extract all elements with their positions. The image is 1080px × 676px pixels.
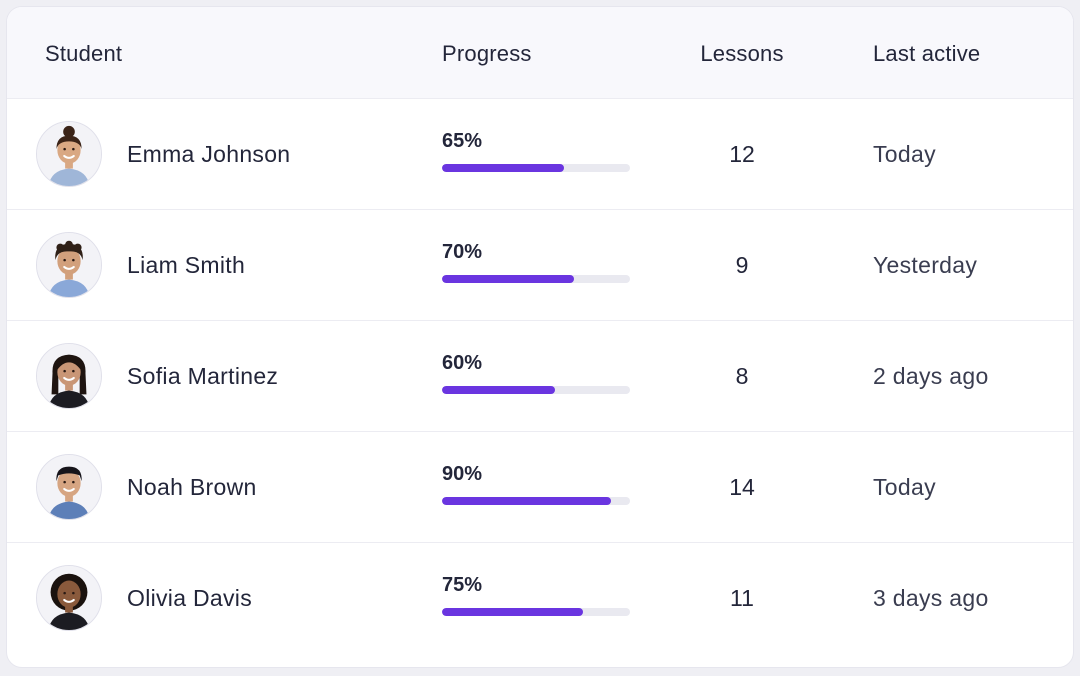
progress-bar-fill bbox=[442, 608, 583, 616]
header-student[interactable]: Student bbox=[45, 41, 123, 66]
last-active: 3 days ago bbox=[873, 585, 989, 611]
student-name[interactable]: Emma Johnson bbox=[127, 141, 291, 167]
student-name[interactable]: Olivia Davis bbox=[127, 585, 253, 611]
progress-bar bbox=[442, 497, 630, 505]
lessons-count: 12 bbox=[729, 141, 755, 167]
avatar bbox=[36, 121, 102, 187]
lessons-count: 8 bbox=[735, 363, 749, 389]
header-last-active[interactable]: Last active bbox=[873, 41, 981, 66]
progress-bar-fill bbox=[442, 497, 612, 505]
table-row[interactable]: Olivia Davis 75% 11 3 days ago bbox=[7, 543, 1073, 654]
table-header: Student Progress Lessons Last active bbox=[7, 7, 1073, 99]
header-progress[interactable]: Progress bbox=[442, 41, 532, 66]
progress-bar bbox=[442, 164, 630, 172]
lessons-count: 11 bbox=[730, 585, 754, 611]
student-name[interactable]: Noah Brown bbox=[127, 474, 257, 500]
progress-percent: 60% bbox=[442, 352, 483, 374]
lessons-count: 9 bbox=[735, 252, 749, 278]
last-active: Today bbox=[873, 474, 936, 500]
progress-bar bbox=[442, 275, 630, 283]
progress-bar bbox=[442, 386, 630, 394]
students-table: Student Progress Lessons Last active Emm… bbox=[6, 6, 1074, 668]
progress-percent: 65% bbox=[442, 130, 483, 152]
header-lessons[interactable]: Lessons bbox=[700, 41, 784, 66]
progress-percent: 75% bbox=[442, 574, 483, 596]
progress-bar-fill bbox=[442, 164, 565, 172]
table-row[interactable]: Noah Brown 90% 14 Today bbox=[7, 432, 1073, 543]
last-active: Today bbox=[873, 141, 936, 167]
avatar bbox=[36, 232, 102, 298]
student-name[interactable]: Liam Smith bbox=[127, 252, 246, 278]
avatar bbox=[36, 454, 102, 520]
table-row[interactable]: Emma Johnson 65% 12 Today bbox=[7, 99, 1073, 210]
progress-bar bbox=[442, 608, 630, 616]
last-active: Yesterday bbox=[873, 252, 978, 278]
progress-bar-fill bbox=[442, 275, 574, 283]
lessons-count: 14 bbox=[729, 474, 755, 500]
avatar bbox=[36, 565, 102, 631]
table-row[interactable]: Sofia Martinez 60% 8 2 days ago bbox=[7, 321, 1073, 432]
progress-percent: 90% bbox=[442, 463, 483, 485]
table-body: Emma Johnson 65% 12 Today Liam Smith 70%… bbox=[7, 99, 1073, 654]
progress-bar-fill bbox=[442, 386, 555, 394]
last-active: 2 days ago bbox=[873, 363, 989, 389]
avatar bbox=[36, 343, 102, 409]
table-row[interactable]: Liam Smith 70% 9 Yesterday bbox=[7, 210, 1073, 321]
progress-percent: 70% bbox=[442, 241, 483, 263]
student-name[interactable]: Sofia Martinez bbox=[127, 363, 279, 389]
